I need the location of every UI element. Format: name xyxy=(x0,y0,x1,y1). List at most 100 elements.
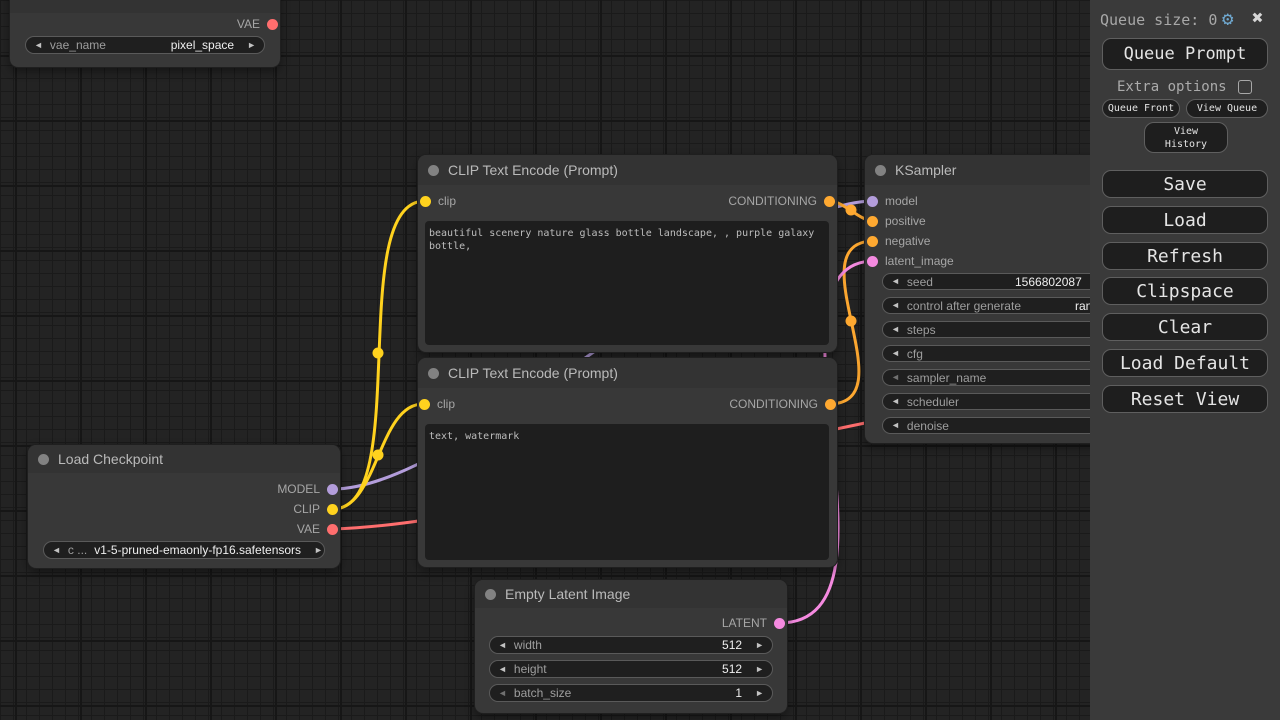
widget-denoise[interactable]: ◄ denoise xyxy=(882,417,1132,434)
widget-vae-name[interactable]: ◄ vae_name pixel_space ► xyxy=(25,36,265,54)
output-slot-conditioning[interactable]: CONDITIONING xyxy=(729,397,836,411)
widget-control-after-generate[interactable]: ◄ control after generate xyxy=(882,297,1132,314)
collapse-dot-icon[interactable] xyxy=(38,453,49,465)
close-icon[interactable]: ✖ xyxy=(1252,7,1264,29)
widget-steps[interactable]: ◄ steps xyxy=(882,321,1132,338)
arrow-left-icon[interactable]: ◄ xyxy=(498,663,507,674)
arrow-right-icon[interactable]: ► xyxy=(755,663,764,674)
widget-label: batch_size xyxy=(513,686,572,700)
node-header[interactable]: CLIP Text Encode (Prompt) xyxy=(418,155,837,185)
widget-sampler-name[interactable]: ◄ sampler_name xyxy=(882,369,1132,386)
load-button[interactable]: Load xyxy=(1102,206,1268,234)
wire-midpoint-dot xyxy=(845,315,857,327)
widget-seed[interactable]: ◄ seed xyxy=(882,273,1132,290)
queue-count: 0 xyxy=(1208,11,1218,29)
output-slot-vae[interactable]: VAE xyxy=(237,17,278,31)
conditioning-output-dot[interactable] xyxy=(825,398,836,410)
arrow-left-icon[interactable]: ◄ xyxy=(34,39,43,50)
collapse-dot-icon[interactable] xyxy=(485,588,496,600)
output-label: VAE xyxy=(236,17,260,31)
widget-width[interactable]: ◄ width 512 ► xyxy=(489,636,773,654)
prompt-textarea[interactable]: beautiful scenery nature glass bottle la… xyxy=(425,221,829,345)
reset-view-button[interactable]: Reset View xyxy=(1102,385,1268,413)
arrow-left-icon[interactable]: ◄ xyxy=(891,348,900,358)
node-clip-encode-negative[interactable]: CLIP Text Encode (Prompt) clip CONDITION… xyxy=(418,358,837,567)
view-history-button[interactable]: View History xyxy=(1144,122,1228,153)
input-slot-negative[interactable]: negative xyxy=(867,234,930,248)
extra-options-checkbox[interactable] xyxy=(1238,80,1252,94)
output-slot-vae[interactable]: VAE xyxy=(297,522,338,536)
input-slot-clip[interactable]: clip xyxy=(420,194,456,208)
input-label: clip xyxy=(437,397,456,411)
conditioning-input-dot[interactable] xyxy=(867,235,878,247)
node-clip-encode-positive[interactable]: CLIP Text Encode (Prompt) clip CONDITION… xyxy=(418,155,837,352)
arrow-right-icon[interactable]: ► xyxy=(314,544,323,555)
arrow-left-icon[interactable]: ◄ xyxy=(891,396,900,406)
widget-value: pixel_space xyxy=(170,38,235,52)
vae-output-dot[interactable] xyxy=(327,523,338,535)
node-header[interactable]: Empty Latent Image xyxy=(475,580,787,608)
input-slot-positive[interactable]: positive xyxy=(867,214,926,228)
latent-output-dot[interactable] xyxy=(774,617,785,629)
node-load-vae[interactable]: VAE ◄ vae_name pixel_space ► xyxy=(10,0,280,67)
save-button[interactable]: Save xyxy=(1102,170,1268,198)
output-slot-conditioning[interactable]: CONDITIONING xyxy=(728,194,835,208)
node-header[interactable]: CLIP Text Encode (Prompt) xyxy=(418,358,837,388)
clip-output-dot[interactable] xyxy=(327,503,338,515)
arrow-left-icon[interactable]: ◄ xyxy=(891,420,900,430)
load-default-button[interactable]: Load Default xyxy=(1102,349,1268,377)
arrow-left-icon[interactable]: ◄ xyxy=(498,687,507,698)
seed-value: 1566802087 xyxy=(1015,275,1082,289)
node-empty-latent-image[interactable]: Empty Latent Image LATENT ◄ width 512 ► … xyxy=(475,580,787,713)
widget-label: scheduler xyxy=(906,394,959,409)
arrow-left-icon[interactable]: ◄ xyxy=(891,372,900,382)
input-slot-clip[interactable]: clip xyxy=(419,397,455,411)
output-slot-model[interactable]: MODEL xyxy=(277,482,338,496)
queue-prompt-button[interactable]: Queue Prompt xyxy=(1102,38,1268,70)
output-label: MODEL xyxy=(277,482,320,496)
view-queue-button[interactable]: View Queue xyxy=(1186,99,1268,118)
arrow-right-icon[interactable]: ► xyxy=(755,639,764,650)
node-header[interactable]: Load Checkpoint xyxy=(28,445,340,473)
conditioning-input-dot[interactable] xyxy=(867,215,878,227)
output-slot-clip[interactable]: CLIP xyxy=(293,502,338,516)
arrow-left-icon[interactable]: ◄ xyxy=(891,276,900,286)
output-slot-latent[interactable]: LATENT xyxy=(722,616,785,630)
refresh-button[interactable]: Refresh xyxy=(1102,242,1268,270)
queue-size-label: Queue size: xyxy=(1100,11,1200,29)
prompt-textarea[interactable]: text, watermark xyxy=(425,424,829,560)
node-load-vae-header[interactable] xyxy=(10,0,280,13)
vae-output-dot[interactable] xyxy=(267,18,278,30)
latent-input-dot[interactable] xyxy=(867,255,878,267)
clear-button[interactable]: Clear xyxy=(1102,313,1268,341)
widget-value: 512 xyxy=(722,638,743,652)
model-input-dot[interactable] xyxy=(867,195,878,207)
clipspace-button[interactable]: Clipspace xyxy=(1102,277,1268,305)
widget-ckpt-name[interactable]: ◄ c ... v1-5-pruned-emaonly-fp16.safeten… xyxy=(43,541,325,559)
collapse-dot-icon[interactable] xyxy=(428,164,439,176)
widget-height[interactable]: ◄ height 512 ► xyxy=(489,660,773,678)
gear-icon[interactable]: ⚙ xyxy=(1222,8,1234,30)
collapse-dot-icon[interactable] xyxy=(875,164,886,176)
input-slot-latent-image[interactable]: latent_image xyxy=(867,254,954,268)
clip-input-dot[interactable] xyxy=(419,398,430,410)
arrow-right-icon[interactable]: ► xyxy=(755,687,764,698)
widget-label: sampler_name xyxy=(906,370,987,385)
arrow-right-icon[interactable]: ► xyxy=(247,39,256,50)
node-load-checkpoint[interactable]: Load Checkpoint MODEL CLIP VAE ◄ c ... v… xyxy=(28,445,340,568)
input-label: positive xyxy=(885,214,926,228)
conditioning-output-dot[interactable] xyxy=(824,195,835,207)
clip-input-dot[interactable] xyxy=(420,195,431,207)
arrow-left-icon[interactable]: ◄ xyxy=(891,300,900,310)
arrow-left-icon[interactable]: ◄ xyxy=(891,324,900,334)
widget-batch-size[interactable]: ◄ batch_size 1 ► xyxy=(489,684,773,702)
input-slot-model[interactable]: model xyxy=(867,194,918,208)
queue-front-button[interactable]: Queue Front xyxy=(1102,99,1180,118)
collapse-dot-icon[interactable] xyxy=(428,367,439,379)
output-label: CONDITIONING xyxy=(729,397,818,411)
arrow-left-icon[interactable]: ◄ xyxy=(52,544,61,555)
arrow-left-icon[interactable]: ◄ xyxy=(498,639,507,650)
widget-cfg[interactable]: ◄ cfg xyxy=(882,345,1132,362)
model-output-dot[interactable] xyxy=(327,483,338,495)
